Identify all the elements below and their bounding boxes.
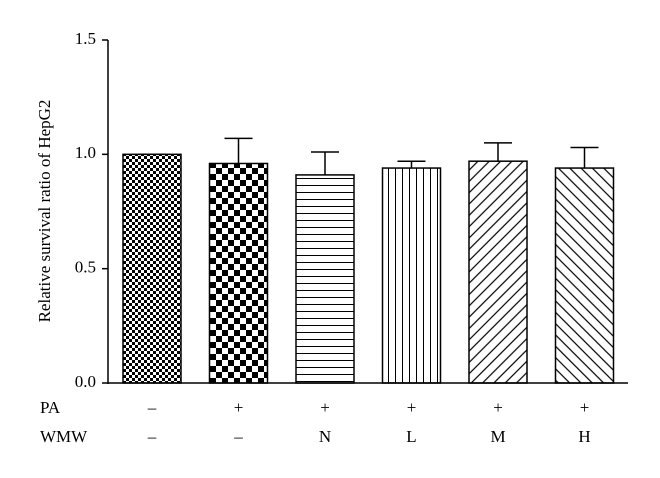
y-tick-label: 1.0 [75, 143, 96, 162]
factor-value: – [147, 398, 157, 417]
factor-value: – [147, 427, 157, 446]
y-axis-label: Relative survival ratio of HepG2 [35, 100, 54, 323]
factor-value: H [578, 427, 590, 446]
bar [468, 160, 528, 384]
bar [122, 153, 182, 384]
factor-value: N [319, 427, 331, 446]
y-tick-label: 1.5 [75, 29, 96, 48]
factor-label: WMW [40, 427, 88, 446]
bar [208, 162, 269, 384]
factor-value: M [490, 427, 505, 446]
factor-value: + [407, 398, 417, 417]
factor-value: + [580, 398, 590, 417]
bar [381, 167, 442, 384]
factor-value: – [233, 427, 243, 446]
factor-value: + [320, 398, 330, 417]
y-tick-label: 0.5 [75, 258, 96, 277]
factor-label: PA [40, 398, 61, 417]
bar [295, 174, 355, 384]
factor-value: + [234, 398, 244, 417]
bar [554, 167, 615, 384]
factor-value: + [493, 398, 503, 417]
factor-value: L [406, 427, 416, 446]
y-tick-label: 0.0 [75, 372, 96, 391]
